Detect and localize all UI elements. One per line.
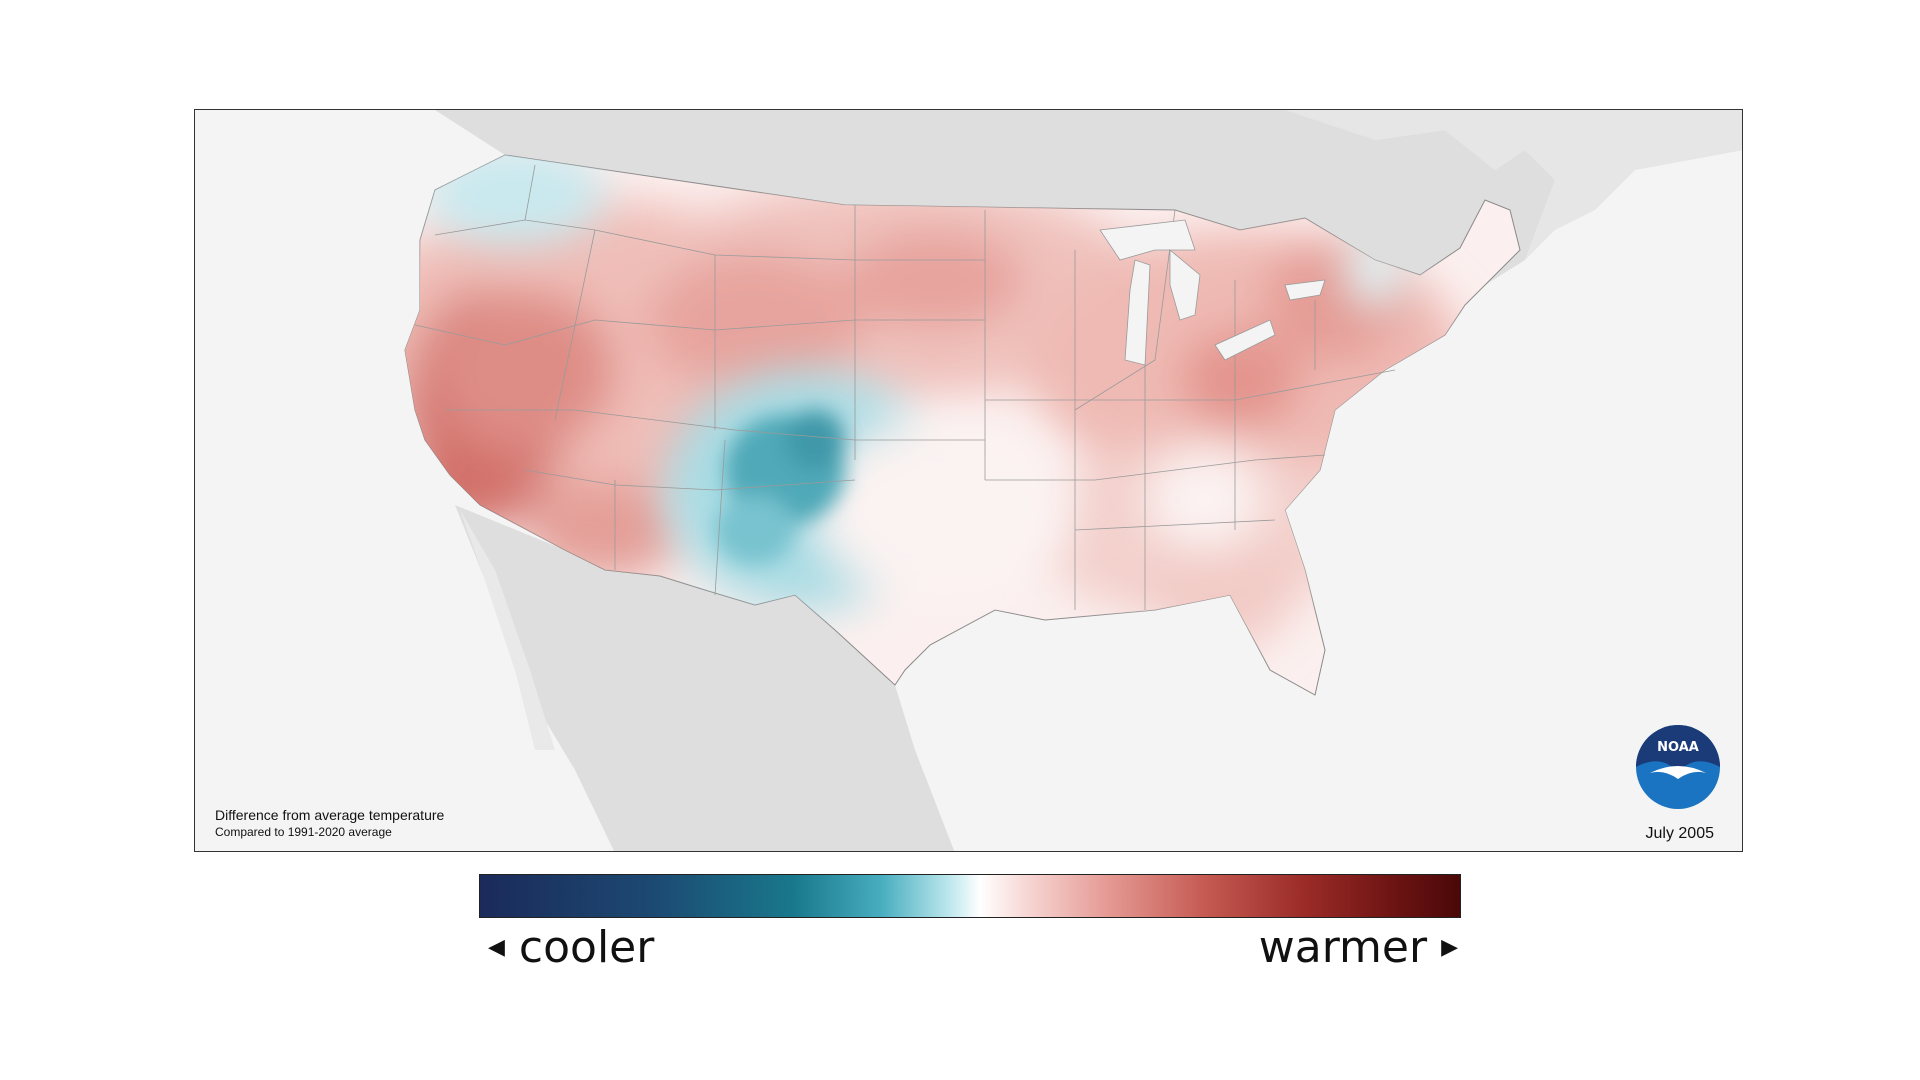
right-arrow-icon: ▶ [1441, 935, 1458, 960]
legend-warmer: warmer ▶ [1259, 922, 1458, 973]
warmer-label: warmer [1258, 922, 1428, 973]
neighbor-land [405, 110, 1742, 851]
legend-cooler: ◀ cooler [488, 922, 654, 973]
left-arrow-icon: ◀ [488, 935, 505, 960]
noaa-logo: NOAA [1636, 725, 1720, 809]
noaa-logo-text: NOAA [1657, 740, 1699, 755]
caption-subtitle: Compared to 1991-2020 average [215, 825, 392, 839]
temperature-anomaly-map: Difference from average temperature Comp… [194, 109, 1743, 852]
anomaly-colorbar [479, 874, 1461, 918]
map-canvas [404, 110, 1742, 851]
great-lakes [1099, 219, 1326, 366]
caption-title: Difference from average temperature [215, 807, 445, 823]
map-caption: Difference from average temperature Comp… [215, 807, 444, 839]
state-borders [414, 164, 1396, 610]
cooler-label: cooler [518, 922, 655, 973]
map-date: July 2005 [1645, 825, 1715, 842]
